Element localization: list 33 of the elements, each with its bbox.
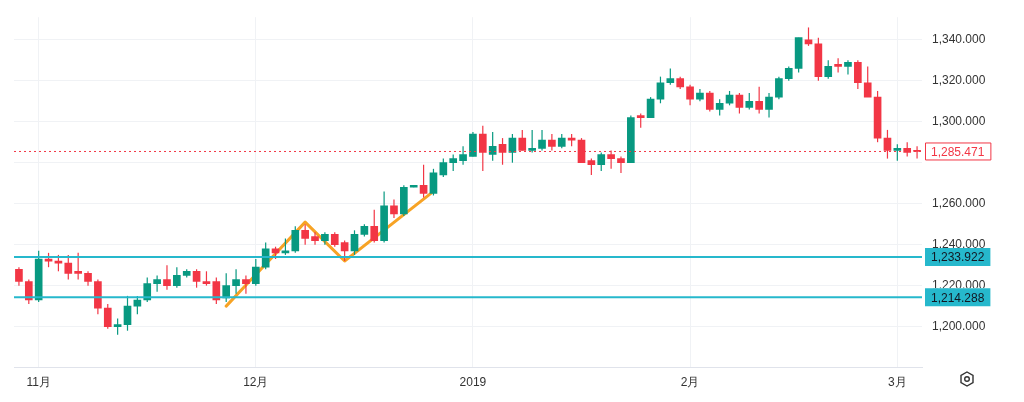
- y-tick-label: 1,200.000: [932, 318, 986, 333]
- candlestick: [301, 223, 309, 246]
- x-tick-label: 12月: [243, 375, 269, 390]
- candlestick: [627, 114, 635, 164]
- candlestick: [74, 252, 82, 281]
- y-tick-label: 1,320.000: [932, 73, 986, 88]
- x-tick-label: 3月: [887, 375, 907, 390]
- candlestick: [854, 59, 862, 90]
- ref-line-label: 1,214.288: [931, 290, 985, 305]
- candlestick: [597, 151, 606, 172]
- candlestick: [64, 254, 73, 281]
- y-tick-label: 1,260.000: [932, 195, 986, 210]
- y-tick-label: 1,300.000: [932, 114, 986, 129]
- candlestick: [291, 225, 300, 254]
- candlestick: [400, 184, 408, 217]
- candlestick: [528, 129, 536, 154]
- candlestick: [439, 157, 448, 178]
- ref-line-label: 1,285.471: [931, 144, 985, 159]
- ref-line-label: 1,233.922: [931, 250, 985, 265]
- candlestick: [824, 59, 833, 80]
- candlestick: [103, 303, 112, 330]
- x-tick-label: 2月: [680, 375, 700, 390]
- x-tick-label: 2019: [459, 375, 487, 390]
- candlestick: [370, 209, 379, 244]
- candlestick: [409, 184, 418, 188]
- y-tick-label: 1,240.000: [932, 236, 986, 251]
- candlestick: [251, 258, 260, 287]
- candlestick: [705, 90, 714, 113]
- x-tick-label: 11月: [26, 375, 51, 390]
- candlestick: [863, 65, 872, 98]
- y-tick-label: 1,340.000: [932, 32, 986, 47]
- candlestick: [173, 266, 181, 289]
- candlestick: [755, 86, 763, 115]
